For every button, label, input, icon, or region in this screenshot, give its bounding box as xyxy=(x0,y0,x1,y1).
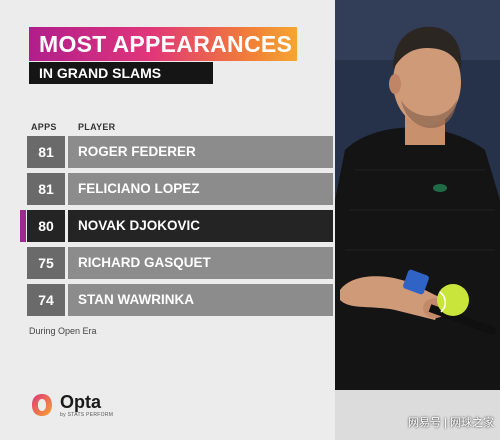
logo-subtitle: by STATS PERFORM xyxy=(60,412,114,418)
table-row: 74 STAN WAWRINKA xyxy=(27,284,333,316)
apps-cell: 81 xyxy=(27,173,65,205)
highlight-marker xyxy=(20,210,26,242)
player-photo: 网易号 | 网球之家 xyxy=(335,0,500,440)
apps-cell: 80 xyxy=(27,210,65,242)
table-row-highlighted: 80 NOVAK DJOKOVIC xyxy=(27,210,333,242)
table-row: 81 ROGER FEDERER xyxy=(27,136,333,168)
player-cell: ROGER FEDERER xyxy=(68,136,333,168)
apps-cell: 74 xyxy=(27,284,65,316)
table-row: 75 RICHARD GASQUET xyxy=(27,247,333,279)
watermark: 网易号 | 网球之家 xyxy=(408,417,494,429)
opta-logo-icon xyxy=(32,394,52,416)
subtitle-banner: IN GRAND SLAMS xyxy=(29,62,213,84)
apps-cell: 81 xyxy=(27,136,65,168)
player-cell: FELICIANO LOPEZ xyxy=(68,173,333,205)
header-apps: APPS xyxy=(31,122,57,132)
header-player: PLAYER xyxy=(78,122,116,132)
footnote: During Open Era xyxy=(29,326,97,336)
player-cell: STAN WAWRINKA xyxy=(68,284,333,316)
player-cell: RICHARD GASQUET xyxy=(68,247,333,279)
title-banner: MOST APPEARANCES xyxy=(29,27,297,61)
player-illustration-icon xyxy=(335,0,500,440)
apps-cell: 75 xyxy=(27,247,65,279)
logo-name: Opta xyxy=(60,392,102,412)
player-cell: NOVAK DJOKOVIC xyxy=(68,210,333,242)
graphic-panel: MOST APPEARANCES IN GRAND SLAMS APPS PLA… xyxy=(20,27,333,418)
table-row: 81 FELICIANO LOPEZ xyxy=(27,173,333,205)
